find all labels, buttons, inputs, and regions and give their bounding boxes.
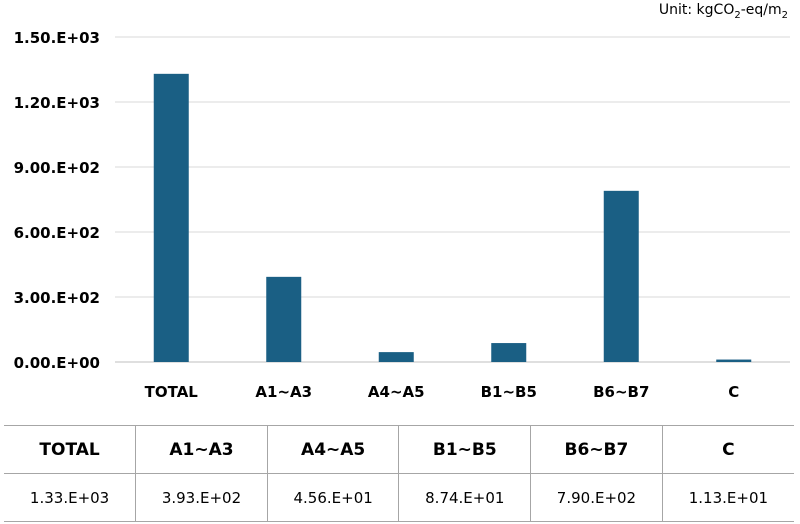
unit-prefix: Unit: xyxy=(658,2,697,18)
table-value-a4-a5: 4.56.E+01 xyxy=(266,473,400,522)
table-value-row: 1.33.E+03 3.93.E+02 4.56.E+01 8.74.E+01 … xyxy=(4,473,794,522)
bar xyxy=(716,359,752,362)
y-tick-label: 9.00.E+02 xyxy=(14,159,100,177)
bar xyxy=(153,73,189,362)
table-header-b6-b7: B6~B7 xyxy=(530,425,663,474)
bar xyxy=(378,352,414,362)
table-header-c: C xyxy=(661,425,794,474)
grid-lines xyxy=(115,36,790,363)
y-tick-label: 1.20.E+03 xyxy=(14,94,100,112)
data-table: TOTAL A1~A3 A4~A5 B1~B5 B6~B7 C 1.33.E+0… xyxy=(4,425,794,522)
unit-per-area: -eq/m xyxy=(740,2,782,18)
unit-base: kgCO xyxy=(696,2,735,18)
bar xyxy=(603,190,639,362)
y-tick-label: 3.00.E+02 xyxy=(14,289,100,307)
table-value-total: 1.33.E+03 xyxy=(4,473,137,522)
table-value-a1-a3: 3.93.E+02 xyxy=(135,473,268,522)
table-header-a1-a3: A1~A3 xyxy=(135,425,268,474)
table-header-total: TOTAL xyxy=(4,425,137,474)
bar-chart: 0.00.E+00 3.00.E+02 6.00.E+02 9.00.E+02 1.20… xyxy=(14,29,790,401)
table-value-b6-b7: 7.90.E+02 xyxy=(530,473,663,522)
unit-subscript-m2: 2 xyxy=(781,9,788,21)
table-header-row: TOTAL A1~A3 A4~A5 B1~B5 B6~B7 C xyxy=(4,425,794,474)
bar xyxy=(491,343,527,362)
x-tick-label: TOTAL xyxy=(145,383,199,401)
table-value-b1-b5: 8.74.E+01 xyxy=(398,473,532,522)
bars xyxy=(153,73,752,362)
table-value-c: 1.13.E+01 xyxy=(661,473,794,522)
y-tick-label: 1.50.E+03 xyxy=(14,29,100,47)
y-tick-label: 6.00.E+02 xyxy=(14,224,100,242)
x-tick-label: B6~B7 xyxy=(593,383,649,401)
x-tick-label: A4~A5 xyxy=(368,383,425,401)
x-axis-tick-labels: TOTAL A1~A3 A4~A5 B1~B5 B6~B7 C xyxy=(145,383,740,401)
y-tick-label: 0.00.E+00 xyxy=(14,354,100,372)
bar xyxy=(266,276,302,362)
x-tick-label: B1~B5 xyxy=(481,383,537,401)
table-header-a4-a5: A4~A5 xyxy=(266,425,400,474)
x-tick-label: C xyxy=(728,383,739,401)
unit-subscript-co2: 2 xyxy=(734,9,741,21)
x-tick-label: A1~A3 xyxy=(255,383,312,401)
table-header-b1-b5: B1~B5 xyxy=(398,425,532,474)
unit-label: Unit: kgCO2-eq/m2 xyxy=(659,2,788,21)
y-axis-tick-labels: 0.00.E+00 3.00.E+02 6.00.E+02 9.00.E+02 1.20… xyxy=(14,29,100,372)
